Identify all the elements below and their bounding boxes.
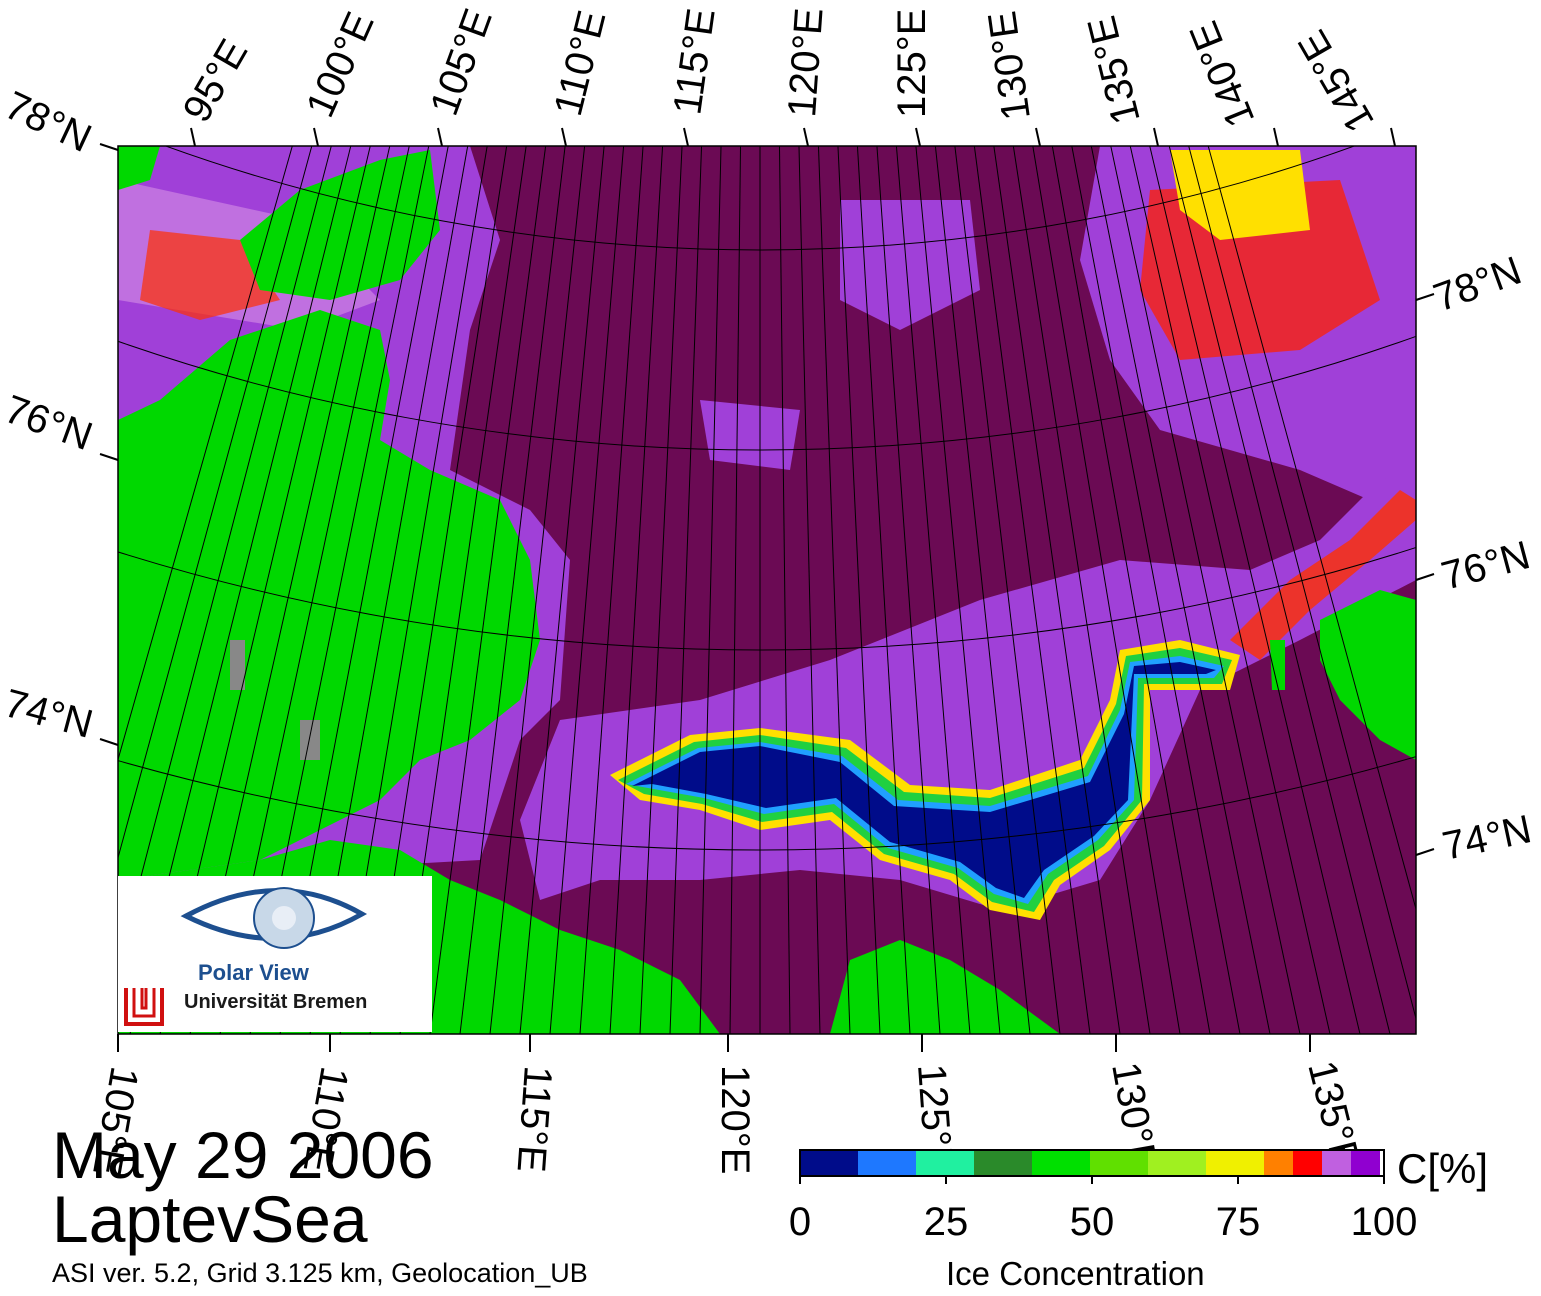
- colorbar-unit: C[%]: [1397, 1145, 1489, 1192]
- left-tick: [99, 143, 119, 151]
- land-lena-delta: [830, 940, 1060, 1034]
- colorbar-segment: [1380, 1150, 1384, 1176]
- polar-view-logo: Polar View Universität Bremen: [118, 876, 432, 1032]
- colorbar-segment: [974, 1150, 1032, 1176]
- top-tick: [1035, 127, 1041, 147]
- colorbar-segment: [800, 1150, 858, 1176]
- eye-icon: [124, 887, 368, 1026]
- top-lon-label: 95°E: [175, 32, 257, 129]
- top-lon-label: 145°E: [1290, 23, 1383, 140]
- right-lat-label: 78°N: [1428, 249, 1527, 321]
- colorbar-tick-25: 25: [923, 1200, 969, 1244]
- land-severnaya-zemlya: [240, 150, 440, 300]
- tick-marks: [99, 127, 1435, 1052]
- right-lat-labels: 78°N 76°N 74°N: [1428, 249, 1535, 869]
- colorbar-segment: [1032, 1150, 1090, 1176]
- left-lat-label: 74°N: [0, 681, 97, 747]
- right-lat-label: 74°N: [1439, 807, 1536, 869]
- bottom-lon-label: 120°E: [713, 1065, 757, 1174]
- top-tick: [1390, 127, 1396, 147]
- land-gray-patch-1: [230, 640, 245, 690]
- land-taymyr: [118, 310, 540, 880]
- colorbar-segment: [1351, 1150, 1380, 1176]
- colorbar-segment: [1090, 1150, 1148, 1176]
- top-lon-label: 100°E: [298, 6, 383, 124]
- right-tick: [1415, 848, 1435, 856]
- map-region: LaptevSea: [52, 1182, 368, 1256]
- left-lat-label: 76°N: [0, 387, 98, 459]
- colorbar-tick-100: 100: [1350, 1200, 1418, 1244]
- logo-university: Universität Bremen: [184, 991, 368, 1013]
- colorbar: [799, 1149, 1385, 1184]
- top-tick: [313, 127, 319, 147]
- left-tick: [99, 738, 119, 746]
- top-tick: [437, 127, 443, 147]
- colorbar-tick-50: 50: [1069, 1200, 1115, 1244]
- map-frame: [117, 145, 1417, 1035]
- bremen-logo-icon: [124, 988, 164, 1026]
- top-lon-label: 110°E: [546, 6, 614, 120]
- top-lon-label: 115°E: [665, 6, 723, 118]
- colorbar-tick-0: 0: [788, 1200, 812, 1244]
- colorbar-segment: [1148, 1150, 1206, 1176]
- right-tick: [1415, 293, 1435, 301]
- polynya-low-ice: [632, 662, 1216, 898]
- top-tick: [915, 127, 921, 147]
- colorbar-segment: [858, 1150, 916, 1176]
- top-lon-label: 120°E: [780, 6, 832, 118]
- bottom-lon-label: 115°E: [509, 1064, 560, 1173]
- top-lon-label: 135°E: [1080, 12, 1149, 129]
- ice-patch-center: [700, 400, 800, 470]
- top-tick: [1153, 127, 1159, 147]
- left-lat-labels: 78°N 76°N 74°N: [0, 83, 98, 747]
- colorbar-segment: [916, 1150, 974, 1176]
- land-gray-patch-2: [300, 720, 320, 760]
- top-lon-labels: 95°E 100°E 105°E 110°E 115°E 120°E 125°E 130°E 1…: [175, 3, 1383, 139]
- right-lat-label: 76°N: [1437, 533, 1535, 599]
- top-tick: [561, 127, 567, 147]
- land-new-siberian-islands: [1320, 590, 1416, 760]
- top-tick: [683, 127, 689, 147]
- colorbar-segment: [1322, 1150, 1351, 1176]
- top-tick: [1273, 127, 1279, 147]
- top-lon-label: 140°E: [1182, 15, 1264, 133]
- colorbar-tick-75: 75: [1215, 1200, 1261, 1244]
- right-tick: [1415, 573, 1435, 581]
- colorbar-title: Ice Concentration: [946, 1255, 1205, 1292]
- colorbar-segment: [1264, 1150, 1293, 1176]
- colorbar-segment: [1293, 1150, 1322, 1176]
- left-tick: [99, 453, 119, 461]
- land-island-nw: [118, 146, 160, 190]
- top-tick: [803, 127, 809, 147]
- colorbar-segment: [1206, 1150, 1264, 1176]
- top-lon-label: 130°E: [980, 8, 1039, 122]
- logo-name: Polar View: [198, 960, 309, 985]
- product-meta: ASI ver. 5.2, Grid 3.125 km, Geolocation…: [52, 1258, 588, 1288]
- land-small-island: [1270, 640, 1285, 690]
- left-lat-label: 78°N: [0, 83, 98, 161]
- top-lon-label: 105°E: [422, 3, 501, 121]
- top-tick: [190, 127, 196, 147]
- map-date: May 29 2006: [52, 1118, 434, 1192]
- top-lon-label: 125°E: [890, 9, 934, 118]
